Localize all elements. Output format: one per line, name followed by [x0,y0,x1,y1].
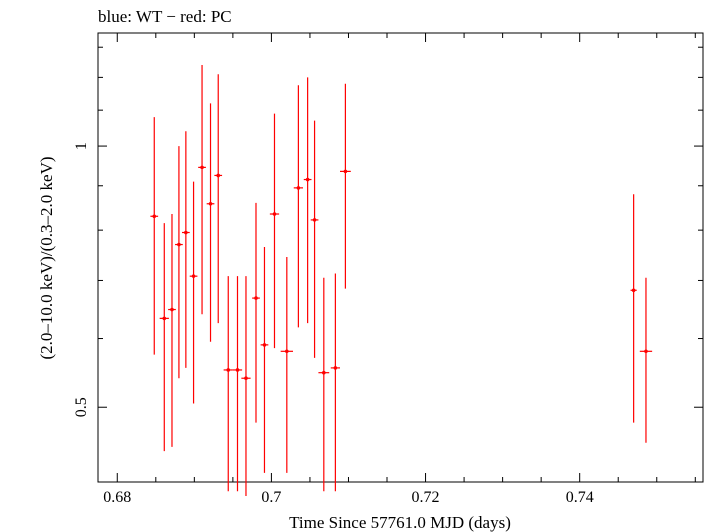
point-marker [254,296,258,300]
data-point [214,74,223,324]
data-point [318,277,330,492]
point-marker [184,230,188,235]
data-point [189,181,198,404]
data-point [260,247,269,473]
data-point [223,276,233,492]
point-marker [312,218,317,222]
point-marker [191,274,196,278]
point-marker [644,349,648,354]
point-marker [200,165,204,170]
data-point [232,276,243,492]
point-marker [216,173,221,178]
data-point [280,256,293,473]
point-marker [296,186,301,190]
data-point [639,277,653,443]
data-point [252,202,260,423]
data-point [303,77,312,324]
data-point [330,273,340,492]
point-marker [631,288,636,293]
point-marker [226,368,231,372]
point-marker [170,307,174,312]
data-point [168,214,176,447]
chart-title: blue: WT − red: PC [98,7,232,26]
data-point [293,85,304,328]
data-point [310,120,319,358]
point-marker [272,212,277,216]
y-axis-label: (2.0–10.0 keV)/(0.3–2.0 keV) [37,156,56,359]
point-marker [322,370,326,375]
point-marker [152,214,157,219]
point-marker [333,366,338,370]
x-axis-label: Time Since 57761.0 MJD (days) [289,513,511,532]
data-point [159,223,169,452]
data-point [150,117,159,355]
point-marker [235,368,240,372]
plot-frame [97,32,704,483]
x-tick-label: 0.7 [261,489,281,506]
point-marker [162,316,167,321]
x-tick-label: 0.68 [103,489,131,506]
y-tick-label: 0.5 [73,397,90,417]
y-tick-label: 1 [73,142,90,150]
x-ticks: 0.68 0.7 0.72 0.74 [103,33,696,506]
point-marker [285,349,289,354]
data-point [182,131,190,368]
point-marker [177,242,181,247]
data-point [269,113,280,349]
data-point [175,146,183,379]
x-tick-label: 0.74 [566,489,594,506]
point-marker [208,201,213,206]
data-point [206,103,215,342]
data-point [198,65,206,315]
data-points [150,65,653,497]
data-point [630,194,637,423]
point-marker [244,376,248,381]
y-ticks: 0.51 [73,46,703,417]
point-marker [343,169,348,174]
point-marker [305,177,310,182]
point-marker [262,343,267,347]
x-tick-label: 0.72 [412,489,440,506]
data-point [241,276,251,497]
data-point [340,83,351,289]
